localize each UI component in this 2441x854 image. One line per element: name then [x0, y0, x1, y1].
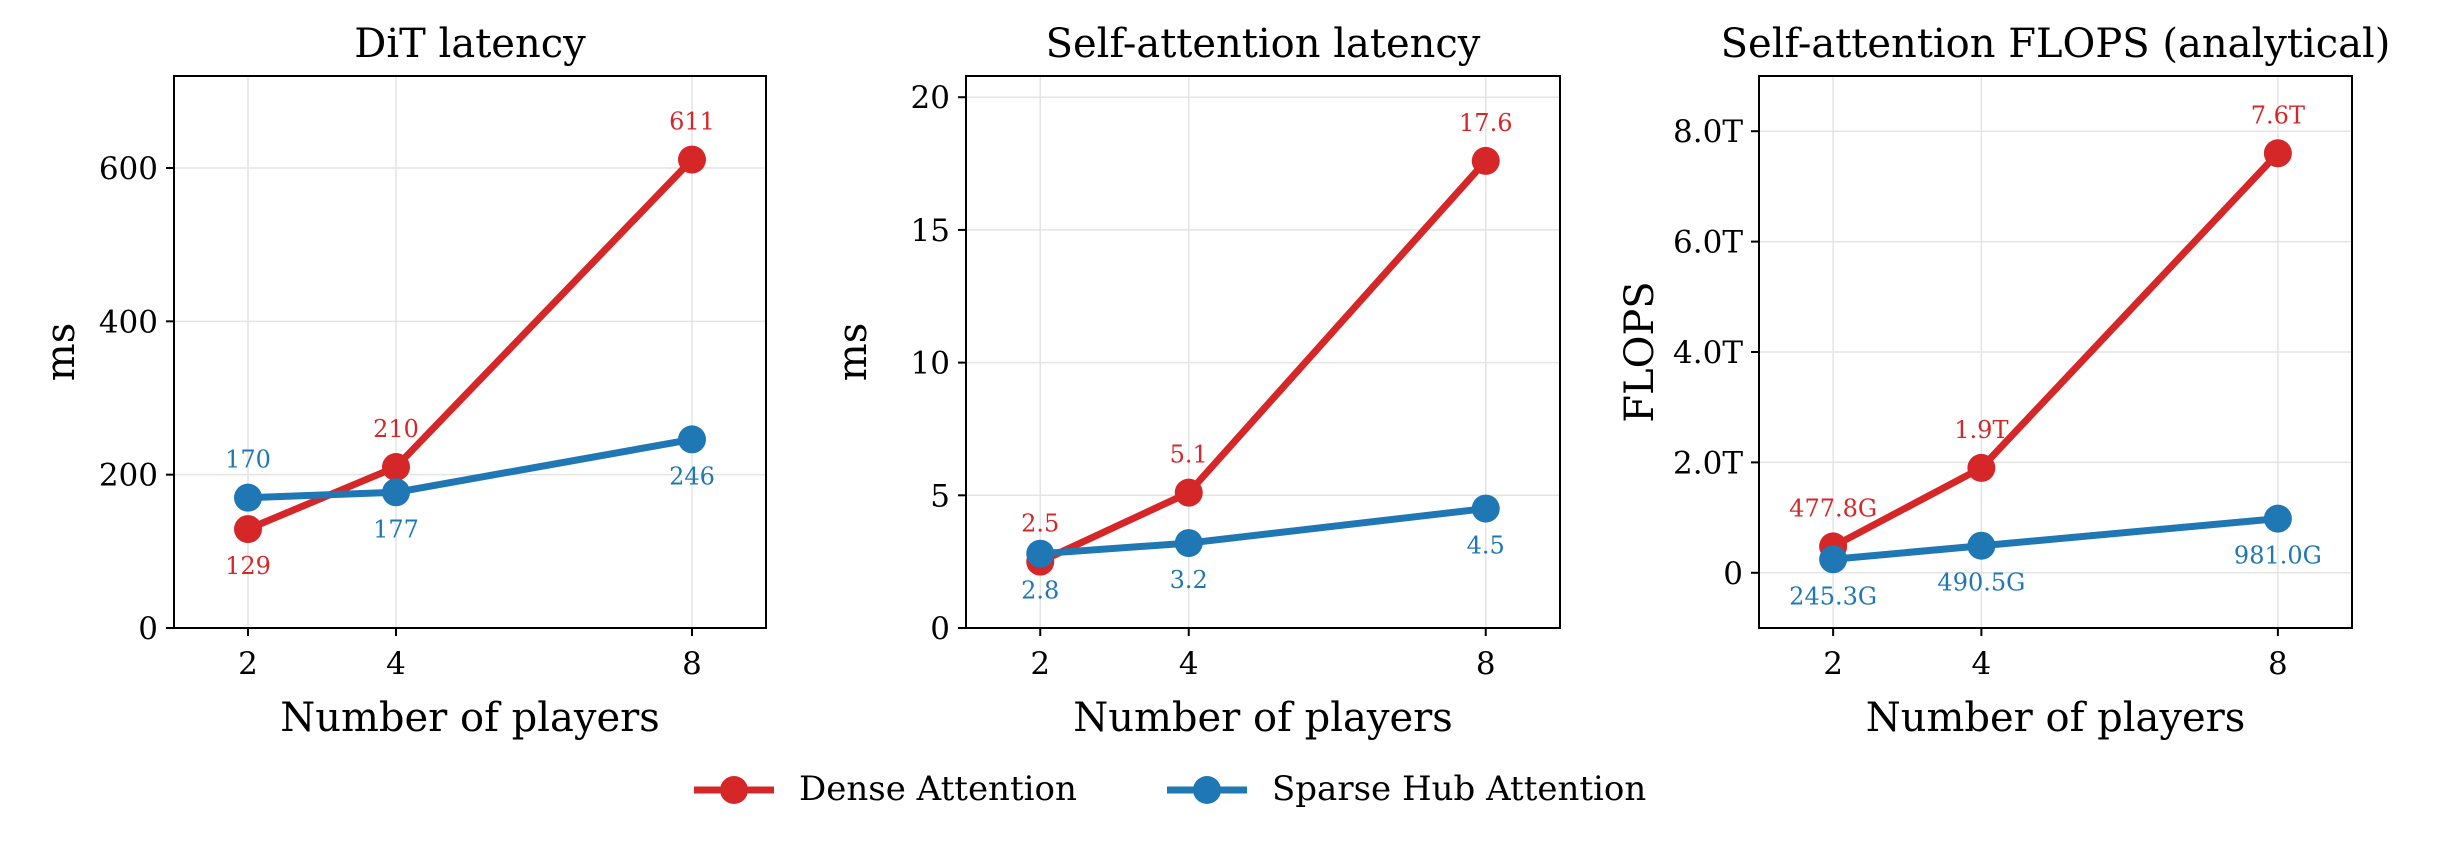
chart-panel-2: 0 5 10 15 20 2 4 8 Self-attention latency Number … [830, 21, 1561, 741]
data-point [1471, 494, 1500, 523]
data-point [2263, 504, 2292, 533]
x-tick-label: 2 [238, 646, 258, 682]
plot-frame [965, 75, 1561, 629]
data-label: 170 [225, 446, 271, 474]
data-label: 477.8G [1789, 494, 1877, 522]
data-point [2263, 139, 2292, 168]
y-tick-label: 2.0T [1673, 445, 1743, 481]
data-label: 245.3G [1789, 582, 1877, 610]
data-point [678, 145, 706, 174]
y-axis-label: ms [830, 323, 876, 381]
chart-title: Self-attention FLOPS (analytical) [1721, 21, 2391, 67]
series-line-dense [1036, 157, 1490, 566]
data-point [1174, 478, 1203, 507]
chart-panel-3: 0 2.0T 4.0T 6.0T 8.0T 2 4 8 Self-attention FLOPS… [1617, 21, 2390, 741]
y-tick-label: 0 [930, 611, 950, 647]
series-line-sparse [1829, 515, 2282, 563]
data-label: 611 [669, 108, 715, 136]
data-point [234, 483, 262, 512]
data-point [1967, 531, 1996, 560]
x-tick-label: 2 [1823, 646, 1843, 682]
legend-item-dense: Dense Attention [694, 769, 1077, 809]
y-tick-label: 20 [911, 80, 950, 116]
data-label: 1.9T [1954, 416, 2008, 444]
x-tick-label: 4 [1972, 646, 1992, 682]
data-point [1026, 539, 1055, 568]
y-tick-label: 15 [911, 213, 950, 249]
data-point [1967, 453, 1996, 482]
series-line-dense [1829, 149, 2282, 550]
legend-marker [720, 776, 748, 804]
x-tick-label: 2 [1030, 646, 1050, 682]
data-point [382, 478, 410, 507]
x-tick-label: 8 [2268, 646, 2288, 682]
y-axis-label: FLOPS [1617, 281, 1663, 422]
y-tick-label: 400 [99, 304, 158, 340]
data-label: 2.8 [1021, 577, 1059, 605]
y-tick-label: 0 [138, 611, 158, 647]
data-point [678, 425, 706, 454]
data-label: 246 [669, 462, 715, 490]
chart-panel-1: 0 200 400 600 2 4 8 DiT latency Number of player… [38, 21, 767, 741]
data-label: 129 [225, 552, 271, 580]
data-label: 5.1 [1170, 441, 1208, 469]
x-axis-label: Number of players [1073, 695, 1453, 741]
data-point [1174, 529, 1203, 558]
y-tick-label: 600 [99, 151, 158, 187]
y-tick-label: 0 [1723, 556, 1743, 592]
x-axis-label: Number of players [1866, 695, 2246, 741]
x-tick-label: 4 [386, 646, 406, 682]
data-point [382, 453, 410, 481]
data-label: 4.5 [1467, 532, 1505, 560]
data-point [1819, 545, 1848, 574]
y-tick-label: 10 [911, 346, 950, 382]
data-label: 177 [373, 515, 419, 543]
legend-label: Dense Attention [799, 769, 1077, 809]
data-label: 490.5G [1937, 569, 2025, 597]
x-tick-label: 8 [1476, 646, 1496, 682]
y-tick-label: 200 [99, 458, 158, 494]
y-tick-label: 4.0T [1673, 335, 1743, 371]
y-tick-label: 5 [930, 478, 950, 514]
legend-label: Sparse Hub Attention [1272, 769, 1646, 809]
chart-title: DiT latency [354, 21, 586, 67]
data-point [1471, 146, 1500, 175]
data-point [234, 515, 262, 544]
chart-title: Self-attention latency [1046, 21, 1481, 67]
data-label: 2.5 [1021, 510, 1059, 538]
series-line-sparse [244, 435, 696, 502]
x-tick-label: 8 [682, 646, 702, 682]
x-tick-label: 4 [1179, 646, 1199, 682]
plot-frame [173, 75, 767, 629]
legend: Dense Attention Sparse Hub Attention [694, 769, 1646, 809]
x-axis-label: Number of players [280, 695, 660, 741]
data-label: 210 [373, 415, 419, 443]
y-tick-label: 8.0T [1673, 114, 1743, 150]
legend-item-sparse: Sparse Hub Attention [1167, 769, 1646, 809]
y-tick-label: 6.0T [1673, 225, 1743, 261]
y-axis-label: ms [38, 323, 84, 381]
legend-marker [1193, 776, 1221, 804]
data-label: 981.0G [2234, 542, 2322, 570]
data-label: 7.6T [2251, 101, 2305, 129]
data-label: 3.2 [1170, 566, 1208, 594]
data-label: 17.6 [1459, 109, 1512, 137]
series-line-dense [244, 156, 696, 533]
